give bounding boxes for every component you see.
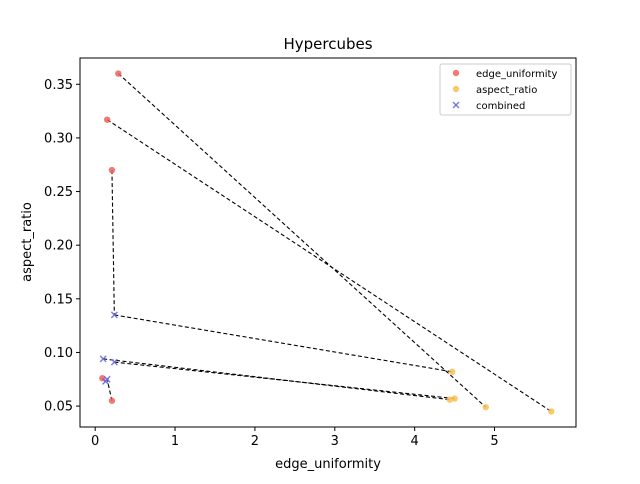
- x-tick-label-0: 0: [91, 434, 99, 449]
- data-point-0-4: [108, 397, 116, 404]
- data-point-2-4-stroke-b: [103, 375, 111, 383]
- data-point-0-2: [108, 166, 116, 174]
- data-point-1-2: [451, 395, 458, 402]
- data-point-1-3: [482, 403, 489, 411]
- data-point-1-1: [446, 396, 454, 403]
- x-tick-label-1: 1: [171, 434, 179, 449]
- connector-line-5: [114, 361, 455, 400]
- legend-marker-1: [452, 85, 460, 93]
- data-point-1-4: [548, 408, 555, 415]
- connector-line-3: [114, 314, 453, 373]
- legend: edge_uniformity aspect_ratio combined: [439, 63, 572, 116]
- x-axis-label: edge_uniformity: [275, 457, 381, 472]
- legend-label-aspect-ratio: aspect_ratio: [476, 85, 537, 96]
- y-tick-label-4: 0.25: [44, 185, 73, 200]
- connector-line-2: [111, 170, 115, 315]
- data-point-2-4: [103, 375, 111, 383]
- x-axis-ticks: 0 1 2 3 4 5: [91, 427, 499, 449]
- y-tick-label-0: 0.05: [44, 400, 73, 415]
- legend-marker-0: [452, 69, 460, 77]
- y-axis-ticks: 0.05 0.10 0.15 0.20 0.25 0.30 0.35: [44, 78, 80, 415]
- y-tick-label-5: 0.30: [44, 131, 73, 146]
- data-point-2-1-stroke-b: [99, 355, 107, 363]
- plot-frame: [79, 57, 577, 428]
- x-tick-label-2: 2: [251, 434, 259, 449]
- y-tick-label-1: 0.10: [44, 346, 73, 361]
- data-point-0-1: [103, 116, 111, 123]
- legend-markers: [452, 69, 460, 109]
- point-layer: [99, 70, 555, 415]
- y-axis-label: aspect_ratio: [20, 202, 35, 282]
- data-point-2-0: [110, 311, 118, 319]
- x-tick-label-5: 5: [490, 434, 498, 449]
- data-point-2-2: [110, 358, 118, 366]
- legend-marker-2-stroke-b: [452, 101, 460, 109]
- x-tick-label-3: 3: [331, 434, 339, 449]
- data-point-0-0: [115, 70, 122, 77]
- data-point-1-0: [448, 368, 456, 375]
- legend-label-combined: combined: [476, 101, 525, 112]
- chart-title: Hypercubes: [283, 35, 372, 53]
- legend-box: [439, 63, 572, 116]
- data-point-2-1: [99, 355, 107, 363]
- data-point-2-2-stroke-b: [110, 358, 118, 366]
- connector-line-1: [106, 119, 552, 412]
- connector-line-0: [117, 73, 487, 408]
- legend-marker-2: [452, 101, 460, 109]
- y-tick-label-3: 0.20: [44, 239, 73, 254]
- y-tick-label-6: 0.35: [44, 78, 73, 93]
- connector-line-7: [106, 379, 113, 401]
- y-tick-label-2: 0.15: [44, 292, 73, 307]
- x-tick-label-4: 4: [411, 434, 419, 449]
- data-point-2-0-stroke-b: [110, 311, 118, 319]
- legend-label-edge-uniformity: edge_uniformity: [476, 69, 557, 80]
